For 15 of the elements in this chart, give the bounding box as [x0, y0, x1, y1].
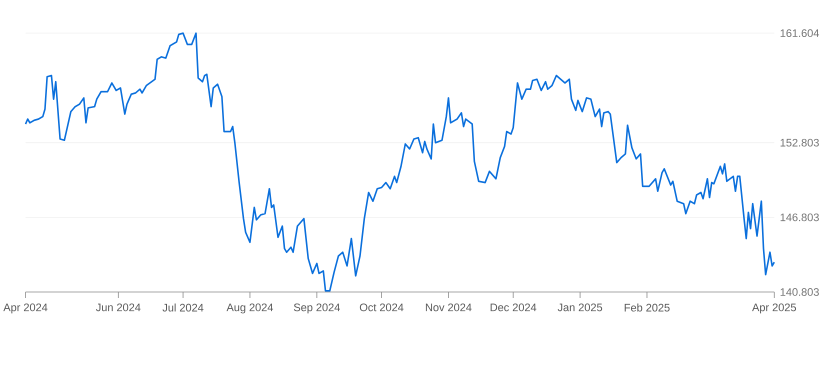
- x-tick-label: Feb 2025: [624, 303, 670, 312]
- x-tick-label: Jan 2025: [558, 303, 602, 312]
- y-tick-label: 152.803: [780, 138, 819, 146]
- x-tick-label: Apr 2024: [3, 303, 48, 314]
- x-tick-label: Aug 2024: [226, 303, 274, 314]
- y-tick-label: 161.604: [780, 29, 820, 37]
- x-tick-label: Sep 2024: [294, 303, 340, 314]
- y-tick-label: 140.803: [780, 288, 819, 296]
- y-tick-label: 146.803: [780, 213, 819, 222]
- x-tick-label: Dec 2024: [490, 303, 536, 312]
- x-tick-label: Oct 2024: [360, 303, 404, 312]
- x-tick-label: Nov 2024: [426, 303, 472, 312]
- x-tick-label: Jul 2024: [162, 303, 204, 312]
- x-tick-label: Apr 2025: [752, 303, 796, 314]
- x-tick-label: Jun 2024: [96, 303, 141, 312]
